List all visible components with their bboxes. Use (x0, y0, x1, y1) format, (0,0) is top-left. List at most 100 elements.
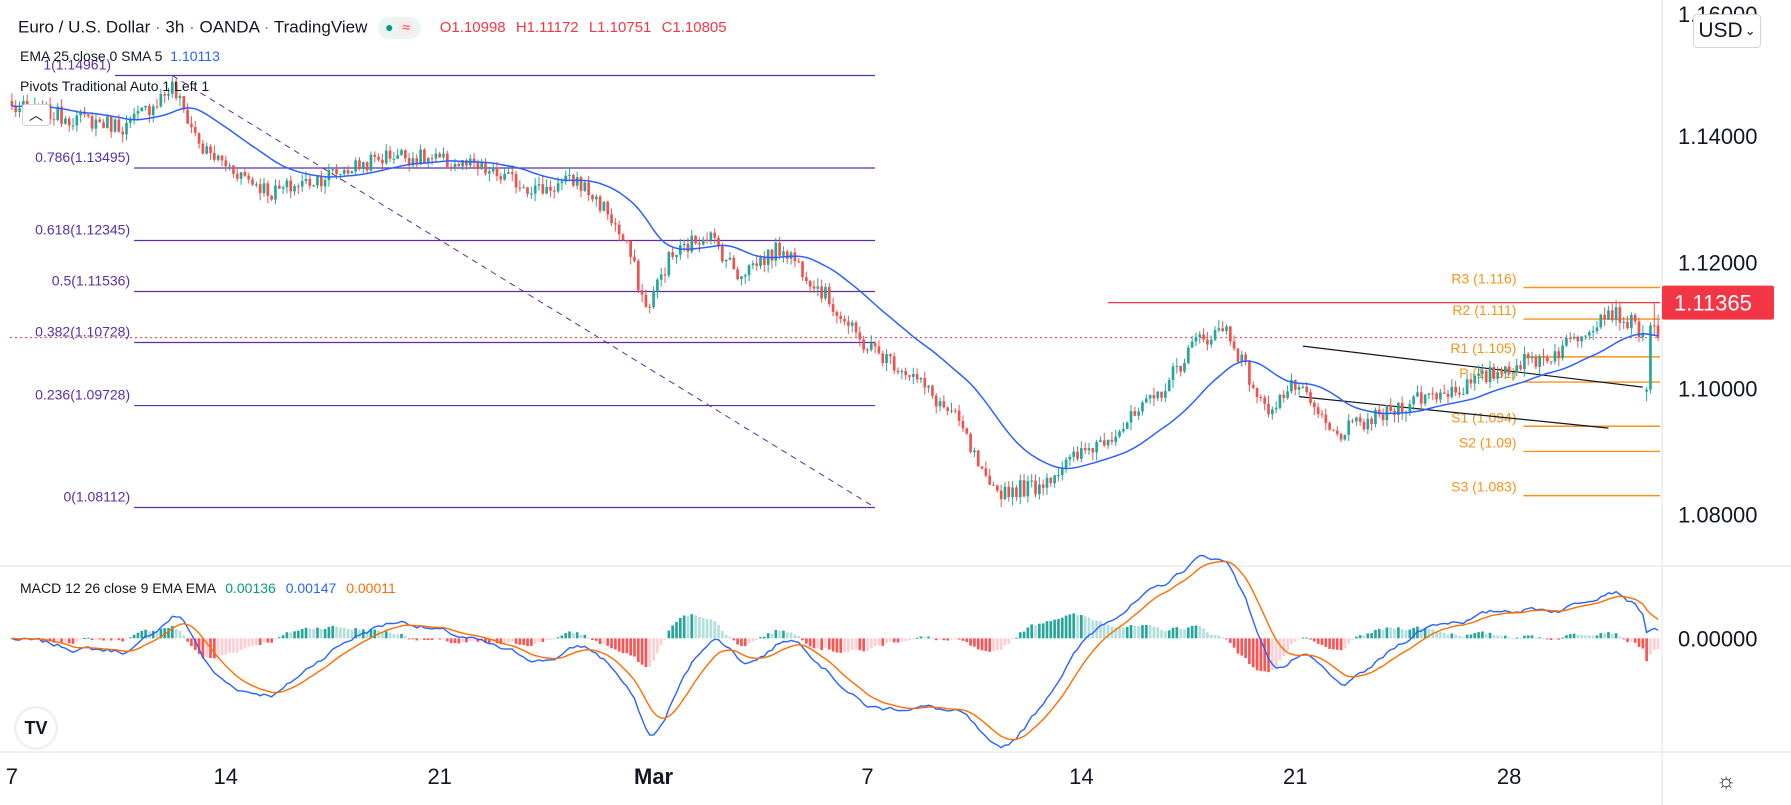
macd-hist-bar (358, 629, 361, 639)
macd-hist-bar (251, 638, 254, 647)
macd-hist-value: 0.00136 (225, 580, 276, 596)
macd-hist-bar (1419, 628, 1423, 639)
candle-body (1545, 357, 1549, 362)
candle-body (682, 243, 686, 246)
candle-body (407, 158, 411, 166)
candle-body (1366, 418, 1370, 430)
macd-hist-bar (1015, 637, 1018, 639)
collapse-legend-button[interactable]: ︿ (22, 104, 50, 126)
candle-body (1542, 356, 1545, 358)
macd-hist-bar (1542, 637, 1545, 639)
macd-hist-bar (1503, 635, 1507, 639)
macd-hist-bar (1332, 638, 1335, 650)
macd-hist-bar (94, 638, 98, 640)
macd-hist-bar (591, 638, 594, 641)
candle-body (995, 485, 999, 491)
macd-hist-bar (1347, 638, 1351, 644)
settings-gear-icon[interactable]: ☼ (1716, 768, 1737, 793)
macd-hist-bar (106, 638, 109, 640)
pivots-legend[interactable]: Pivots Traditional Auto 1 Left 1 (20, 78, 209, 94)
macd-hist-bar (392, 633, 396, 639)
symbol-name[interactable]: Euro / U.S. Dollar (18, 17, 151, 37)
macd-hist-bar (274, 638, 277, 640)
macd-hist-bar (1213, 635, 1217, 639)
macd-hist-bar (518, 638, 522, 645)
candle-body (507, 172, 510, 174)
macd-hist-bar (419, 638, 422, 640)
candle-body (556, 183, 560, 192)
macd-hist-bar (1248, 638, 1251, 664)
macd-hist-bar (83, 638, 86, 640)
macd-hist-bar (163, 628, 167, 639)
macd-hist-bar (698, 616, 701, 639)
candle-body (583, 182, 587, 191)
macd-hist-bar (1106, 624, 1110, 639)
currency-select[interactable]: USD ⌄ (1693, 14, 1761, 48)
macd-hist-bar (896, 638, 900, 643)
candle-body (331, 169, 335, 171)
candle-body (1244, 354, 1247, 362)
candle-body (163, 94, 167, 96)
macd-hist-bar (1194, 625, 1198, 639)
candle-body (847, 321, 850, 326)
macd-hist-bar (782, 630, 785, 639)
candle-body (1523, 354, 1526, 370)
macd-hist-bar (552, 638, 556, 640)
candle-body (690, 235, 694, 252)
macd-hist-bar (1534, 637, 1538, 639)
macd-hist-bar (1034, 625, 1037, 639)
macd-hist-bar (224, 638, 228, 655)
candle-body (843, 318, 846, 322)
candle-body (1503, 366, 1507, 374)
macd-hist-bar (1225, 638, 1228, 640)
macd-hist-bar (736, 638, 739, 645)
candle-body (934, 395, 938, 407)
candle-body (1335, 430, 1339, 434)
candle-body (113, 119, 117, 132)
macd-hist-bar (1175, 627, 1179, 639)
candle-body (1080, 448, 1083, 459)
interval[interactable]: 3h (165, 17, 185, 37)
candle-body (858, 332, 862, 340)
candle-body (1007, 486, 1011, 498)
candle-body (594, 196, 598, 200)
candle-body (698, 243, 701, 245)
macd-legend[interactable]: MACD 12 26 close 9 EMA EMA 0.00136 0.001… (20, 580, 396, 596)
candle-body (304, 179, 308, 182)
macd-hist-bar (1641, 638, 1645, 649)
macd-hist-bar (885, 638, 888, 644)
candle-body (209, 146, 212, 153)
macd-hist-bar (1007, 638, 1011, 644)
ema-legend[interactable]: EMA 25 close 0 SMA 5 1.10113 (20, 48, 220, 64)
macd-hist-bar (770, 633, 774, 639)
macd-hist-bar (1282, 638, 1286, 656)
macd-hist-bar (1217, 635, 1221, 639)
candle-body (732, 257, 736, 270)
tradingview-logo[interactable]: TV (16, 708, 56, 748)
candle-body (1236, 348, 1240, 362)
candle-body (801, 261, 804, 278)
candle-body (102, 122, 105, 129)
macd-hist-bar (1477, 632, 1480, 639)
macd-hist-bar (980, 638, 984, 651)
macd-hist-bar (1305, 637, 1309, 639)
macd-hist-bar (866, 638, 869, 652)
candle-body (281, 187, 285, 189)
macd-hist-bar (1297, 638, 1301, 640)
macd-hist-bar (461, 638, 464, 643)
macd-hist-bar (640, 638, 644, 665)
candle-body (1358, 417, 1362, 422)
market-status-pill[interactable]: ● ≈ (378, 17, 422, 39)
macd-hist-bar (178, 630, 182, 639)
macd-hist-bar (747, 638, 751, 644)
candle-body (1248, 361, 1251, 385)
candle-body (1160, 391, 1163, 398)
macd-hist-bar (1492, 634, 1496, 639)
pivot-level-label: S3 (1.083) (1451, 479, 1516, 495)
candle-body (751, 263, 755, 266)
macd-hist-bar (644, 638, 648, 668)
candle-body (709, 232, 713, 240)
macd-hist-bar (1595, 635, 1599, 639)
candle-body (392, 158, 396, 160)
